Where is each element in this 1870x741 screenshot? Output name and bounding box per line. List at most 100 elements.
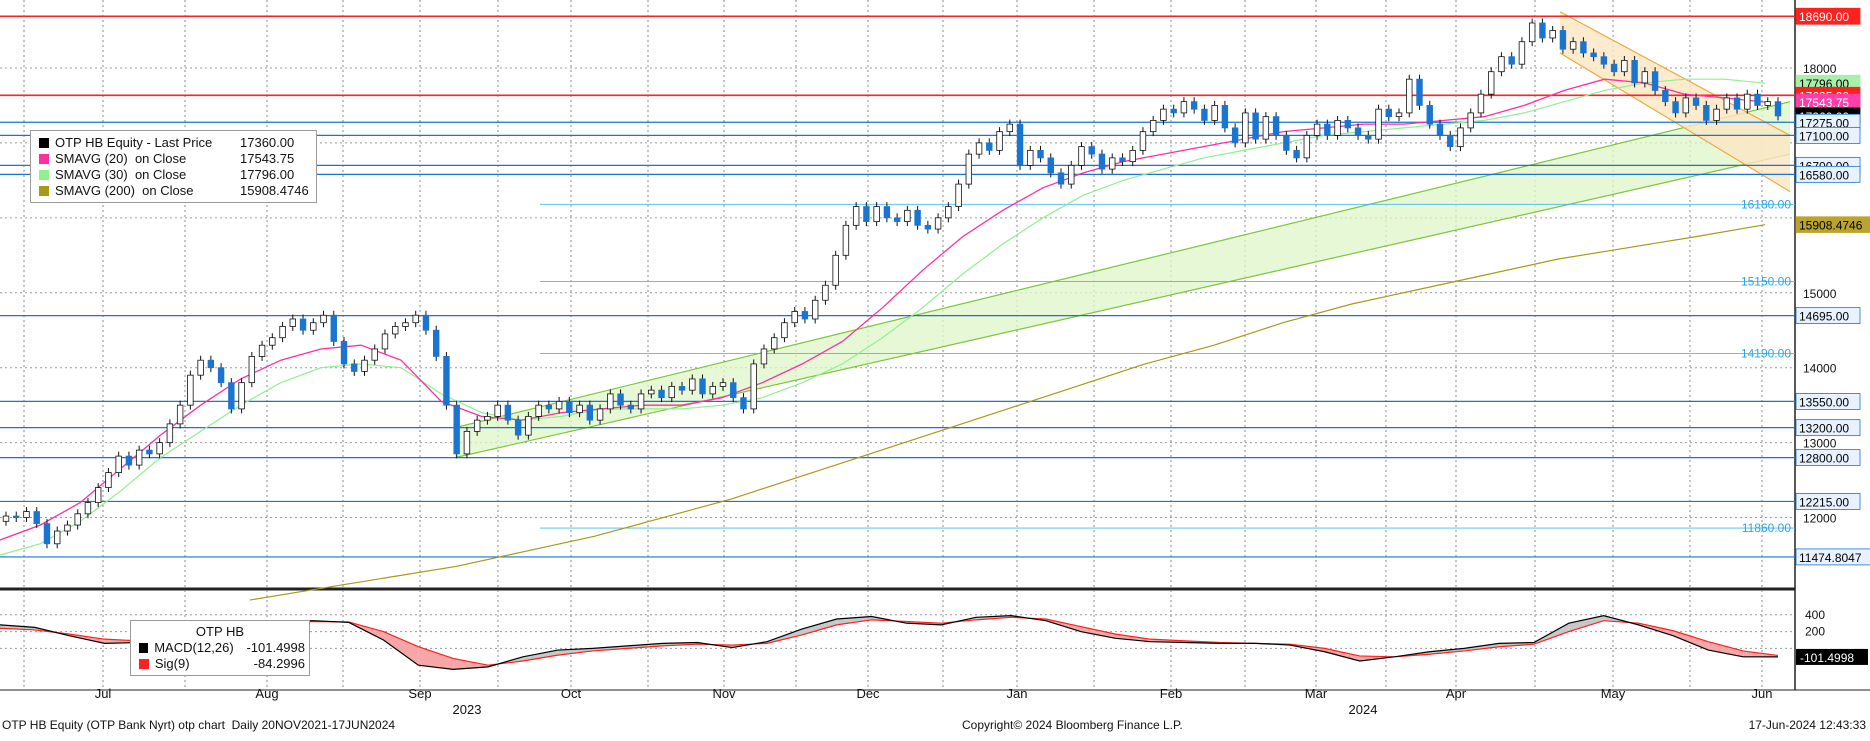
candle-body [135, 449, 143, 466]
candle-body [617, 393, 624, 406]
falling-channel-upper [1559, 11, 1791, 136]
candle-body [719, 382, 727, 387]
candle-body [1231, 127, 1239, 144]
candle-body [54, 530, 61, 545]
candle-body [422, 314, 430, 331]
macd-legend-rows: MACD(12,26) -101.4998 Sig(9) -84.2996 [135, 640, 305, 672]
candle-body [1201, 108, 1208, 121]
level-tag-label: 15908.4746 [1799, 219, 1863, 233]
candle-body [1539, 22, 1546, 39]
candle-body [432, 329, 440, 357]
candle-body [1682, 97, 1690, 114]
candle-body [1293, 149, 1300, 159]
legend-entry: MACD(12,26) -101.4998 [135, 640, 305, 656]
rising-channel-upper [454, 101, 1791, 429]
macd-fill [453, 658, 489, 670]
candle-body [484, 415, 491, 421]
candle-body [299, 318, 307, 331]
level-lines: 18690.0017796.0017635.0017543.7517360.00… [0, 7, 1870, 566]
level-plain-label: 14190.00 [1741, 346, 1791, 360]
x-tick-label: Oct [561, 686, 582, 701]
candle-body [791, 311, 798, 324]
candle-body [248, 356, 256, 384]
candle-body [811, 299, 819, 320]
candle-body [1283, 134, 1290, 151]
candle-body [1518, 41, 1526, 65]
candle-body [207, 359, 215, 369]
y-tick-label: 13000 [1803, 437, 1837, 451]
candle-body [1559, 30, 1567, 50]
candle-body [904, 209, 911, 222]
candle-body [279, 326, 286, 339]
macd-fill [627, 643, 663, 649]
legend-entry: SMAVG (30) on Close 17796.00 [35, 167, 312, 183]
candle-body [1488, 71, 1495, 95]
candle-body [576, 404, 583, 414]
candle-body [1549, 30, 1556, 39]
candle-body [33, 511, 40, 524]
candle-body [197, 359, 204, 376]
candle-body [187, 374, 194, 406]
level-tag-label: 18690.00 [1799, 10, 1849, 24]
candle-body [412, 314, 419, 324]
candle-body [361, 359, 368, 372]
x-tick-label: Feb [1160, 686, 1182, 701]
legend-entry: OTP HB Equity - Last Price 17360.00 [35, 135, 312, 151]
candle-body [586, 404, 594, 421]
x-tick-label: Mar [1305, 686, 1328, 701]
candle-body [1139, 131, 1147, 151]
level-tag-label: 13200.00 [1799, 422, 1849, 436]
candle-body [689, 378, 696, 391]
level-tag-label: 16580.00 [1799, 168, 1849, 182]
candle-body [1088, 146, 1095, 155]
legend-value: 17543.75 [240, 151, 295, 166]
legend-swatch [139, 643, 149, 653]
candle-body [1528, 22, 1536, 43]
candle-body [1744, 93, 1751, 110]
legend-name: Sig(9) [154, 656, 190, 671]
candle-body [822, 284, 829, 301]
candle-body [678, 386, 686, 391]
level-tag-label: 17543.75 [1799, 96, 1849, 110]
candle-body [1303, 134, 1311, 159]
level-tag-label: 17100.00 [1799, 129, 1849, 143]
candle-body [289, 318, 296, 327]
level-tag-label: 13550.00 [1799, 395, 1849, 409]
macd-fill [1673, 630, 1709, 651]
candle-body [1190, 101, 1198, 110]
candle-body [1334, 120, 1341, 136]
level-tag-label: 12215.00 [1799, 495, 1849, 509]
candle-body [1170, 108, 1177, 114]
footer-left: OTP HB Equity (OTP Bank Nyrt) otp chart … [2, 718, 396, 732]
candle-body [750, 363, 757, 410]
candle-body [1406, 78, 1413, 114]
candle-body [146, 449, 153, 455]
candle-body [371, 348, 378, 361]
sma200-line [249, 224, 1766, 601]
macd-legend-title: OTP HB [195, 624, 245, 639]
candle-body [1221, 105, 1229, 129]
candle-body [627, 404, 635, 410]
candle-body [893, 217, 901, 222]
macd-fill [522, 650, 558, 661]
candle-body [1621, 60, 1628, 73]
candle-body [555, 401, 563, 410]
candle-body [115, 455, 122, 473]
level-tag [1795, 165, 1861, 183]
macd-y-label: 200 [1805, 625, 1825, 639]
candle-body [1498, 56, 1505, 73]
macd-fill [1708, 641, 1744, 657]
candle-body [1385, 108, 1392, 118]
level-tag [1795, 393, 1861, 410]
candle-body [494, 404, 501, 417]
candle-body [924, 224, 932, 230]
y-tick-label: 18000 [1803, 62, 1837, 76]
candle-body [699, 378, 706, 395]
legend-swatch [39, 170, 49, 180]
candle-body [504, 404, 512, 421]
candle-body [1252, 112, 1259, 140]
level-tag [1795, 7, 1861, 25]
level-tag [1795, 449, 1861, 467]
candle-body [1078, 146, 1085, 166]
macd-last-label: -101.4998 [1800, 651, 1854, 665]
